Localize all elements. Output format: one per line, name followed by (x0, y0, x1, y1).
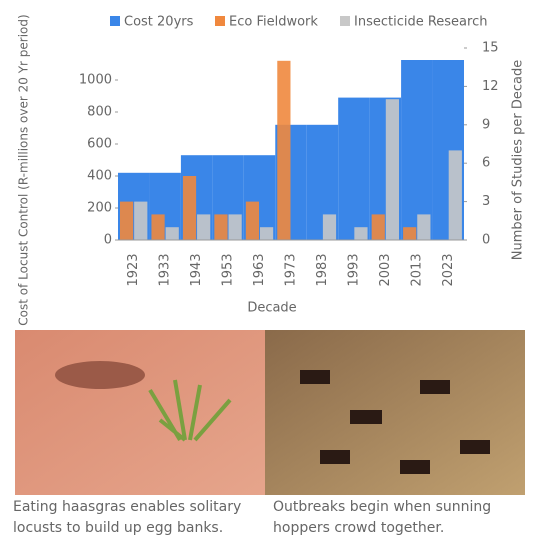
x-tick-label: 1943 (189, 253, 204, 286)
study-bar (245, 201, 260, 240)
study-bar (120, 201, 134, 240)
y2-tick-label: 15 (482, 41, 499, 56)
legend-swatch (215, 16, 225, 26)
photos (15, 330, 525, 495)
x-tick-label: 1983 (315, 253, 330, 286)
x-axis-title: Decade (247, 301, 296, 316)
study-bar (417, 214, 431, 240)
y-tick-label: 400 (87, 169, 112, 184)
x-tick-label: 1933 (158, 253, 173, 286)
y-tick-label: 0 (104, 233, 112, 248)
study-bar (197, 214, 211, 240)
rock (55, 361, 145, 389)
study-bar (322, 214, 337, 240)
y2-axis-title: Number of Studies per Decade (511, 60, 526, 260)
y-tick-label: 200 (87, 201, 112, 216)
x-tick-label: 1993 (346, 253, 361, 286)
x-tick-label: 1963 (252, 253, 267, 286)
chart: Decade Cost of Locust Control (R-million… (17, 14, 526, 325)
study-bar (182, 176, 197, 240)
x-tick-label: 1953 (221, 253, 236, 286)
caption: Eating haasgras enables solitary locusts… (13, 499, 242, 536)
study-bar (228, 214, 242, 240)
y-tick-label: 1000 (79, 73, 112, 88)
legend-swatch (340, 16, 350, 26)
y-axis-title: Cost of Locust Control (R-millions over … (17, 14, 31, 325)
x-tick-label: 2013 (409, 253, 424, 286)
legend-label: Eco Fieldwork (229, 15, 318, 30)
study-bar (448, 150, 462, 240)
photo-grass (15, 330, 265, 495)
study-bar (277, 60, 291, 240)
y2-tick-label: 0 (482, 233, 490, 248)
y2-tick-label: 9 (482, 117, 490, 132)
legend-label: Insecticide Research (354, 15, 487, 30)
study-bar (259, 227, 274, 240)
legend-swatch (110, 16, 120, 26)
study-bar (385, 99, 400, 240)
cost-bar (338, 97, 370, 240)
x-tick-label: 1923 (126, 253, 141, 286)
x-tick-label: 1973 (284, 253, 299, 286)
hoppers (300, 370, 490, 474)
y2-tick-label: 3 (482, 194, 490, 209)
cost-bar (401, 60, 433, 240)
study-bar (151, 214, 165, 240)
legend-label: Cost 20yrs (124, 15, 194, 30)
grass-tuft (148, 379, 232, 442)
y-tick-label: 800 (87, 105, 112, 120)
study-bar (214, 214, 228, 240)
study-bar (134, 201, 148, 240)
study-bar (165, 227, 179, 240)
y-tick-label: 600 (87, 137, 112, 152)
photo-hoppers (265, 330, 525, 495)
study-bar (354, 227, 368, 240)
study-bar (371, 214, 385, 240)
caption: Outbreaks begin when sunning hoppers cro… (273, 499, 492, 536)
x-tick-label: 2003 (378, 253, 393, 286)
study-bar (403, 227, 417, 240)
y2-tick-label: 12 (482, 79, 499, 94)
y2-tick-label: 6 (482, 156, 490, 171)
x-tick-label: 2023 (441, 253, 456, 286)
